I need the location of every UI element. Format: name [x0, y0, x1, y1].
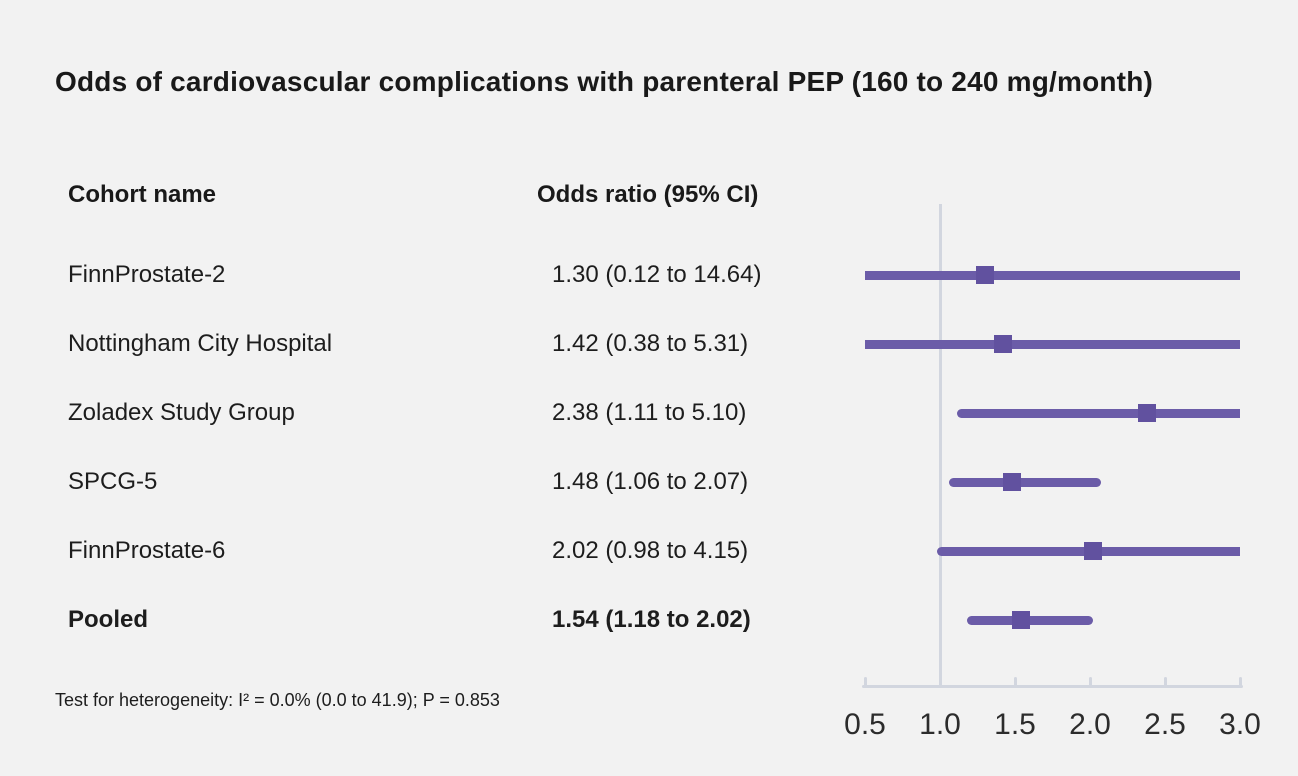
- cohort-name-label: FinnProstate-6: [68, 537, 226, 564]
- x-axis-tick-label: 2.0: [1069, 708, 1111, 741]
- confidence-interval-line: [949, 477, 1101, 487]
- heterogeneity-footnote: Test for heterogeneity: I² = 0.0% (0.0 t…: [55, 690, 500, 710]
- x-axis-tick-label: 3.0: [1219, 708, 1261, 741]
- cohort-name-label: FinnProstate-2: [68, 261, 226, 288]
- confidence-interval-line: [956, 408, 1240, 418]
- x-axis-tick: [1088, 677, 1092, 688]
- confidence-interval-line: [865, 270, 1240, 280]
- reference-line: [938, 204, 942, 688]
- odds-ratio-value: 1.54 (1.18 to 2.02): [552, 606, 751, 633]
- chart-title: Odds of cardiovascular complications wit…: [55, 66, 1154, 97]
- odds-ratio-marker: [976, 266, 994, 284]
- cohort-name-label: Nottingham City Hospital: [68, 330, 333, 357]
- x-axis-tick-label: 0.5: [844, 708, 886, 741]
- confidence-interval-line: [967, 615, 1093, 625]
- odds-ratio-value: 2.38 (1.11 to 5.10): [552, 399, 747, 426]
- x-axis-tick-label: 1.5: [994, 708, 1036, 741]
- cohort-name-label: SPCG-5: [68, 468, 158, 495]
- x-axis-tick: [863, 677, 867, 688]
- column-header-odds-ratio: Odds ratio (95% CI): [537, 181, 759, 208]
- odds-ratio-marker: [1138, 404, 1156, 422]
- odds-ratio-value: 1.30 (0.12 to 14.64): [552, 261, 762, 288]
- x-axis-tick: [938, 677, 942, 688]
- cohort-name-label: Zoladex Study Group: [68, 399, 295, 426]
- x-axis-tick: [1238, 677, 1242, 688]
- x-axis-tick-label: 1.0: [919, 708, 961, 741]
- x-axis-tick: [1163, 677, 1167, 688]
- odds-ratio-value: 1.48 (1.06 to 2.07): [552, 468, 749, 495]
- cohort-name-label: Pooled: [68, 606, 149, 633]
- odds-ratio-marker: [994, 335, 1012, 353]
- odds-ratio-marker: [1084, 542, 1102, 560]
- x-axis-tick: [1013, 677, 1017, 688]
- x-axis-tick-label: 2.5: [1144, 708, 1186, 741]
- x-axis-line: [862, 685, 1243, 688]
- odds-ratio-marker: [1003, 473, 1021, 491]
- odds-ratio-value: 1.42 (0.38 to 5.31): [552, 330, 749, 357]
- odds-ratio-marker: [1012, 611, 1030, 629]
- confidence-interval-line: [865, 339, 1240, 349]
- column-header-cohort: Cohort name: [68, 181, 217, 208]
- odds-ratio-value: 2.02 (0.98 to 4.15): [552, 537, 749, 564]
